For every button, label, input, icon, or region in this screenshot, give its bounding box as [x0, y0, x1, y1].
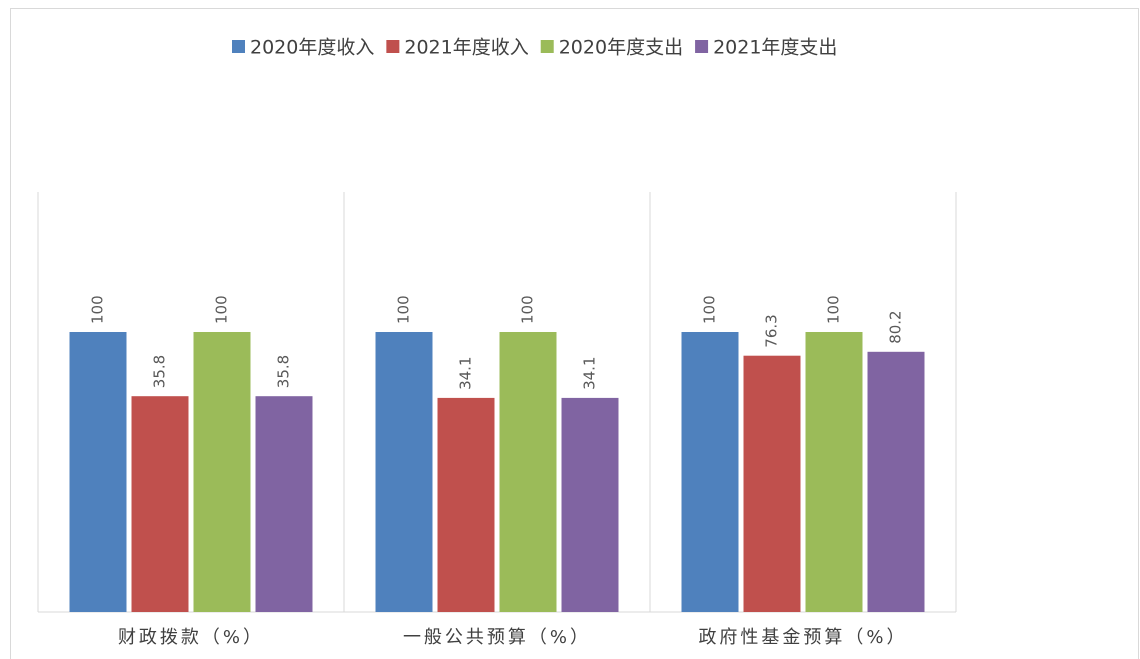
bar [193, 332, 251, 612]
legend-label: 2020年度收入 [250, 37, 374, 59]
data-label: 100 [395, 295, 413, 324]
legend-swatch [232, 40, 245, 53]
legend: 2020年度收入 2021年度收入 2020年度支出 2021年度支出 [232, 37, 837, 59]
chart-frame [10, 8, 1139, 659]
data-label: 34.1 [581, 356, 599, 389]
x-tick-label: 财政拨款（%） [118, 627, 264, 648]
legend-label: 2021年度支出 [713, 37, 837, 59]
data-label: 100 [89, 295, 107, 324]
legend-swatch [540, 40, 554, 53]
bar [867, 351, 925, 612]
data-label: 100 [825, 295, 843, 324]
data-label: 100 [701, 295, 719, 324]
bar [743, 355, 801, 612]
legend-swatch [695, 40, 709, 53]
bar [805, 332, 863, 612]
legend-label: 2021年度收入 [404, 37, 528, 59]
data-label: 100 [519, 295, 537, 324]
bar [375, 332, 433, 612]
data-label: 35.8 [275, 355, 293, 388]
bar [681, 332, 739, 612]
data-label: 76.3 [763, 314, 781, 347]
legend-label: 2020年度支出 [559, 37, 683, 59]
bar [69, 332, 127, 612]
bar [255, 396, 313, 612]
data-label: 100 [213, 295, 231, 324]
bar [437, 397, 495, 612]
x-tick-label: 政府性基金预算（%） [698, 627, 907, 648]
data-label: 80.2 [887, 310, 905, 343]
bar [499, 332, 557, 612]
x-tick-label: 一般公共预算（%） [403, 627, 591, 648]
data-label: 34.1 [457, 356, 475, 389]
bar [131, 396, 189, 612]
bar [561, 397, 619, 612]
legend-swatch [386, 40, 400, 53]
data-label: 35.8 [151, 355, 169, 388]
